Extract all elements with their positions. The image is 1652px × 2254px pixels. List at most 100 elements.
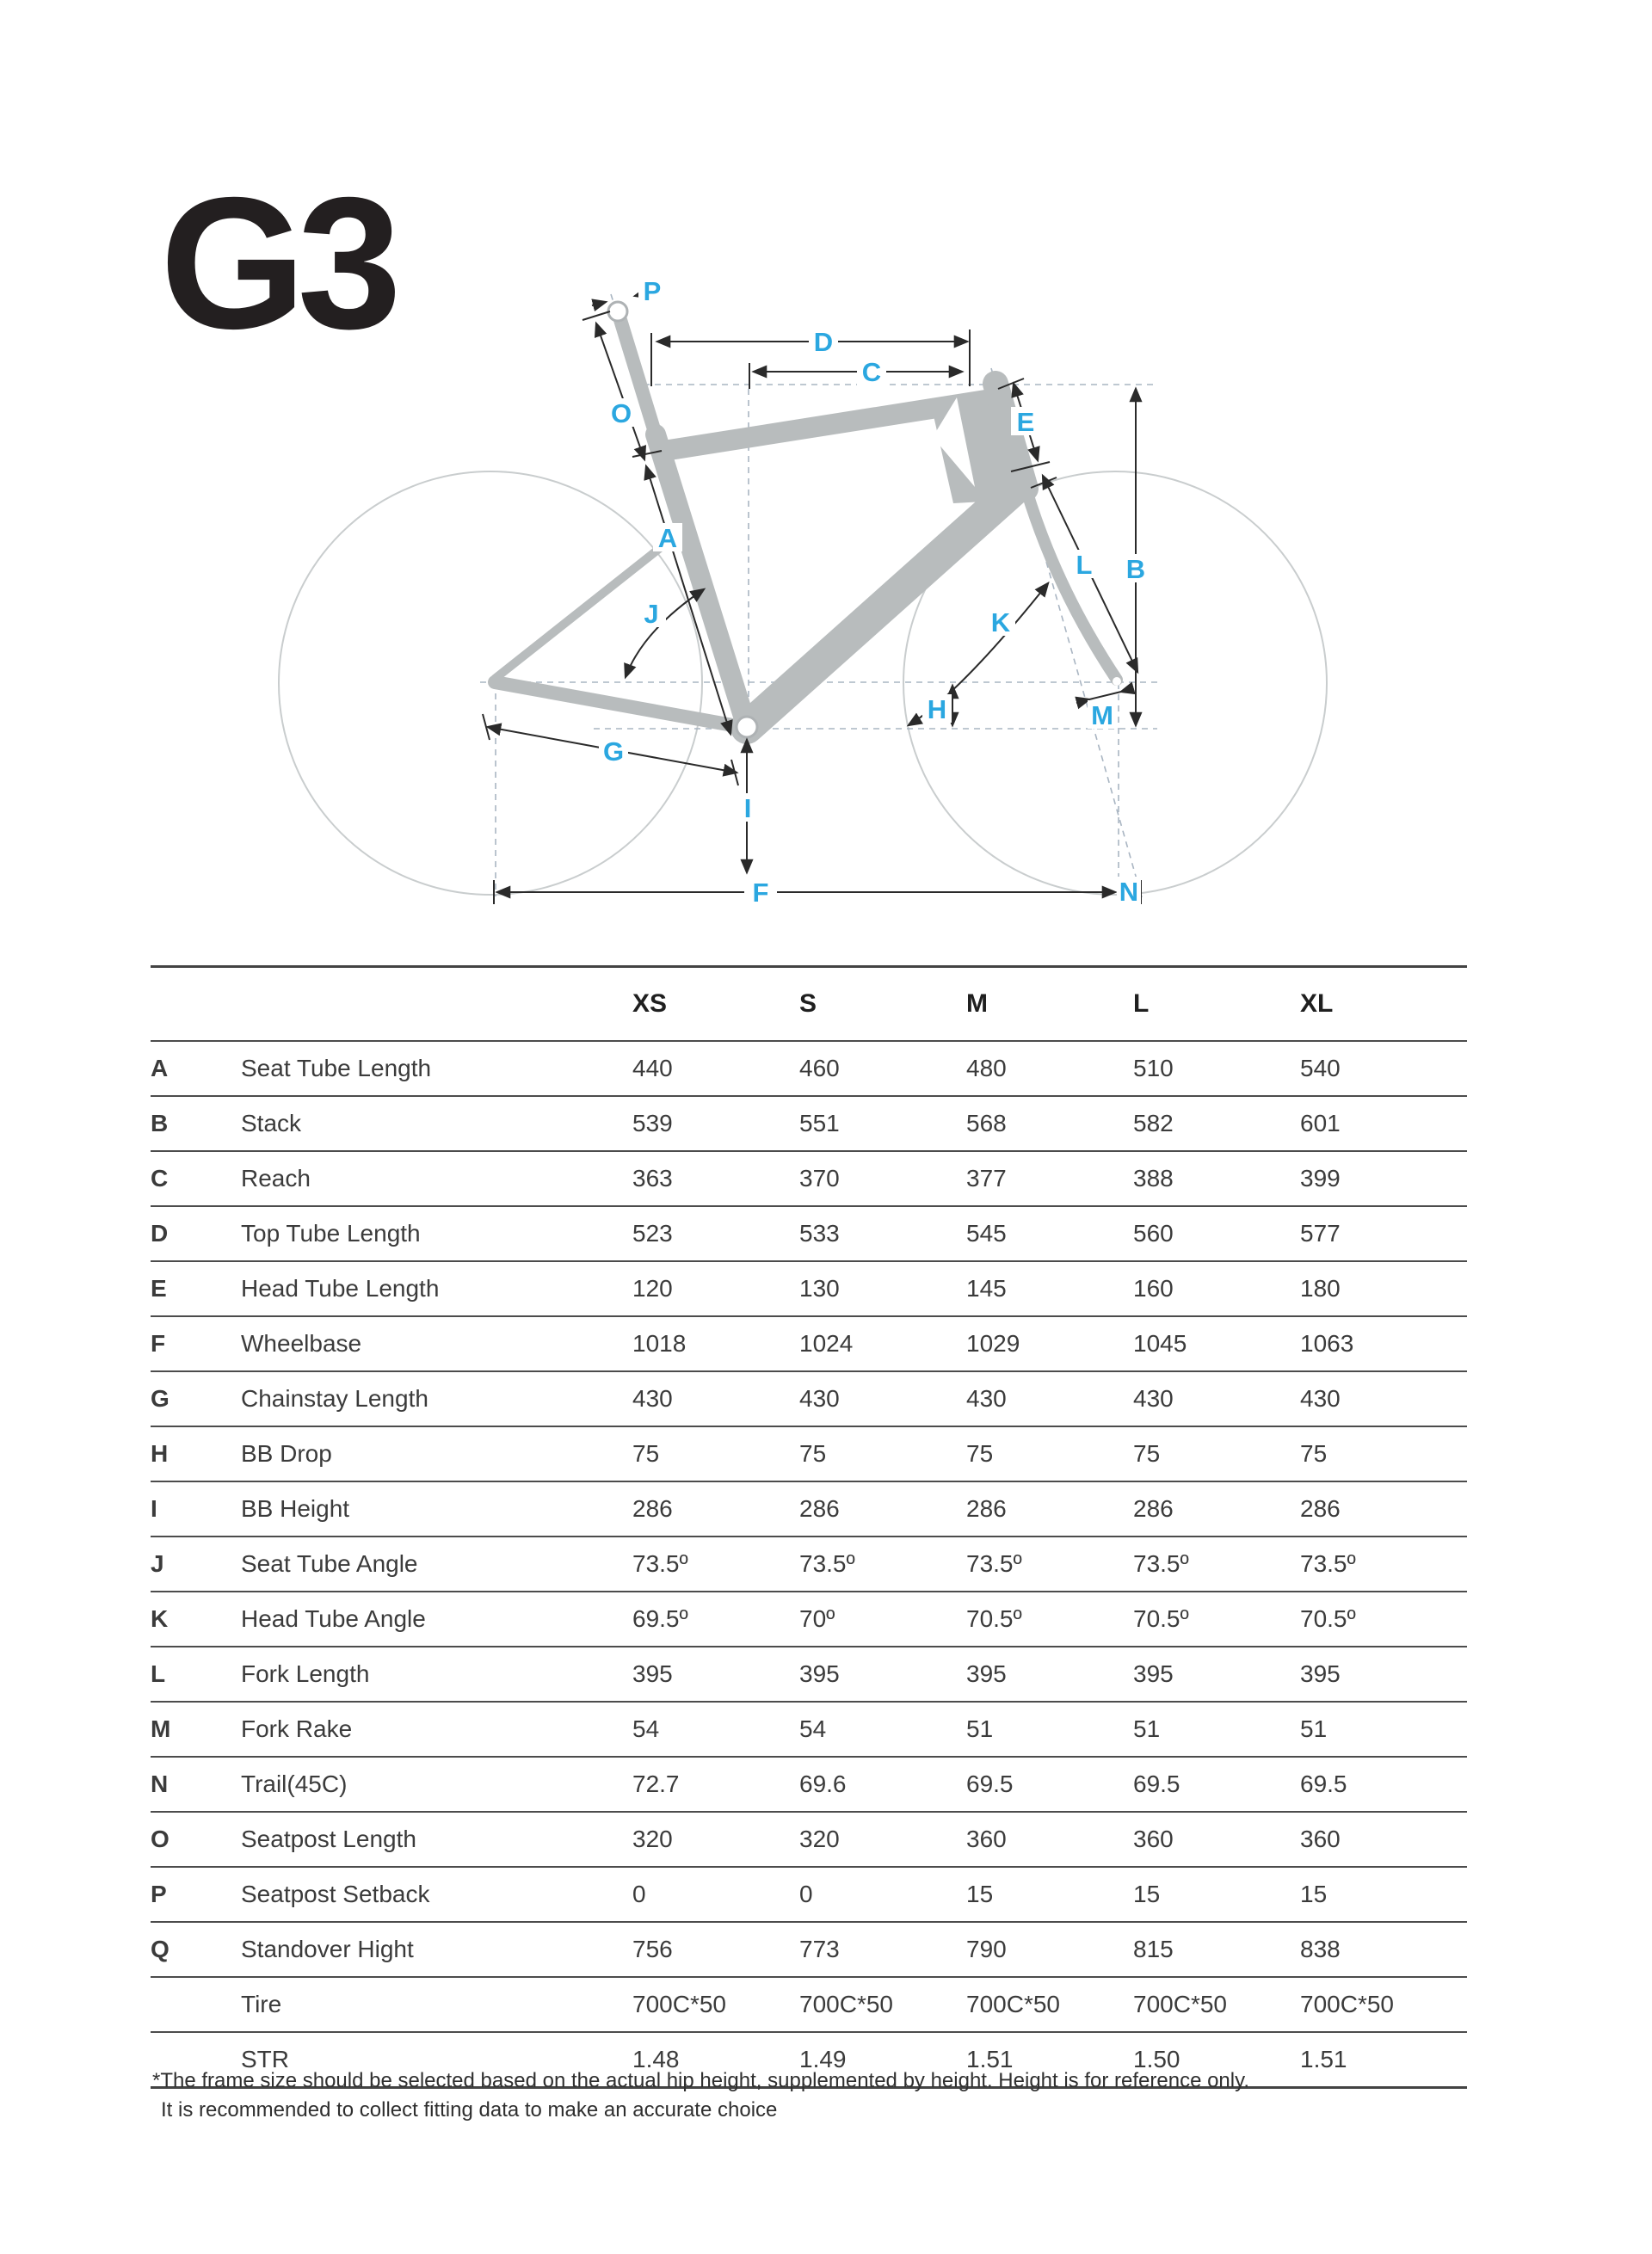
row-value: 75 [799,1426,966,1482]
svg-text:D: D [814,327,833,357]
row-letter: O [151,1812,241,1868]
row-name: Reach [241,1151,632,1207]
reference-lines [480,293,1157,898]
dim-label-c: C [857,357,886,387]
svg-text:P: P [644,276,662,306]
row-value: 510 [1133,1041,1300,1097]
row-value: 73.5º [966,1537,1133,1592]
bike-frame-diagram: P D C O A E J K L B H M G I F N [278,276,1328,908]
size-header-xl: XL [1300,965,1467,1042]
svg-text:O: O [611,398,632,428]
row-value: 430 [1300,1371,1467,1427]
row-value: 395 [1300,1647,1467,1703]
row-letter: N [151,1757,241,1813]
row-name: Stack [241,1096,632,1152]
table-row: I BB Height 286 286 286 286 286 [151,1481,1467,1537]
row-value: 0 [632,1867,799,1923]
row-letter: B [151,1096,241,1152]
table-row: P Seatpost Setback 0 0 15 15 15 [151,1867,1467,1923]
row-name: Fork Length [241,1647,632,1703]
dim-label-d: D [809,327,838,357]
row-value: 838 [1300,1922,1467,1978]
svg-text:I: I [744,793,752,823]
row-letter: Q [151,1922,241,1978]
row-value: 388 [1133,1151,1300,1207]
header-name-spacer [241,965,632,1042]
row-name: Tire [241,1977,632,2033]
row-value: 320 [799,1812,966,1868]
row-value: 1.50 [1133,2032,1300,2089]
row-name: Head Tube Length [241,1261,632,1317]
size-header-xs: XS [632,965,799,1042]
row-value: 700C*50 [799,1977,966,2033]
row-value: 1.48 [632,2032,799,2089]
row-value: 430 [799,1371,966,1427]
row-value: 1.51 [966,2032,1133,2089]
dim-label-n: N [1117,877,1141,907]
row-value: 72.7 [632,1757,799,1813]
saddle-clamp [607,300,629,323]
row-value: 51 [1300,1702,1467,1758]
row-value: 700C*50 [1133,1977,1300,2033]
row-value: 70º [799,1592,966,1647]
row-value: 360 [1133,1812,1300,1868]
row-value: 756 [632,1922,799,1978]
table-row: F Wheelbase 1018 1024 1029 1045 1063 [151,1316,1467,1372]
dim-label-e: E [1011,407,1040,437]
row-value: 120 [632,1261,799,1317]
dim-label-f: F [744,877,777,908]
model-logo: G3 [160,159,402,368]
table-row: STR 1.48 1.49 1.51 1.50 1.51 [151,2032,1467,2089]
row-value: 286 [1133,1481,1300,1537]
row-value: 533 [799,1206,966,1262]
row-value: 540 [1300,1041,1467,1097]
spec-table-body: A Seat Tube Length 440 460 480 510 540 B Stack 53… [151,1041,1467,2089]
size-header-l: L [1133,965,1300,1042]
row-value: 577 [1300,1206,1467,1262]
row-value: 145 [966,1261,1133,1317]
row-letter: I [151,1481,241,1537]
row-value: 700C*50 [1300,1977,1467,2033]
row-letter: D [151,1206,241,1262]
row-value: 69.5 [966,1757,1133,1813]
row-value: 360 [1300,1812,1467,1868]
head-junction-cutout [933,397,975,487]
row-letter: P [151,1867,241,1923]
table-row: E Head Tube Length 120 130 145 160 180 [151,1261,1467,1317]
row-value: 480 [966,1041,1133,1097]
dim-label-h: H [922,694,952,724]
row-value: 69.5 [1133,1757,1300,1813]
row-letter: H [151,1426,241,1482]
top-tube [659,390,996,460]
row-value: 1024 [799,1316,966,1372]
row-value: 700C*50 [966,1977,1133,2033]
row-value: 70.5º [966,1592,1133,1647]
chainstay [488,675,754,735]
row-name: Standover Hight [241,1922,632,1978]
dim-label-l: L [1069,550,1099,580]
row-value: 160 [1133,1261,1300,1317]
row-value: 773 [799,1922,966,1978]
table-row: O Seatpost Length 320 320 360 360 360 [151,1812,1467,1868]
row-value: 69.5 [1300,1757,1467,1813]
row-letter [151,1977,241,2033]
svg-text:F: F [753,878,769,908]
row-value: 73.5º [632,1537,799,1592]
dim-label-p: P [638,276,666,306]
dim-label-b: B [1121,554,1150,584]
row-value: 54 [632,1702,799,1758]
svg-text:H: H [928,694,946,724]
row-value: 790 [966,1922,1133,1978]
row-value: 286 [632,1481,799,1537]
table-row: K Head Tube Angle 69.5º 70º 70.5º 70.5º 70.5º [151,1592,1467,1647]
row-value: 377 [966,1151,1133,1207]
row-value: 75 [966,1426,1133,1482]
dim-label-o: O [607,398,636,428]
row-value: 75 [1133,1426,1300,1482]
dim-label-j: J [637,599,666,629]
row-name: Seat Tube Angle [241,1537,632,1592]
row-name: Trail(45C) [241,1757,632,1813]
row-value: 1.49 [799,2032,966,2089]
row-value: 286 [799,1481,966,1537]
